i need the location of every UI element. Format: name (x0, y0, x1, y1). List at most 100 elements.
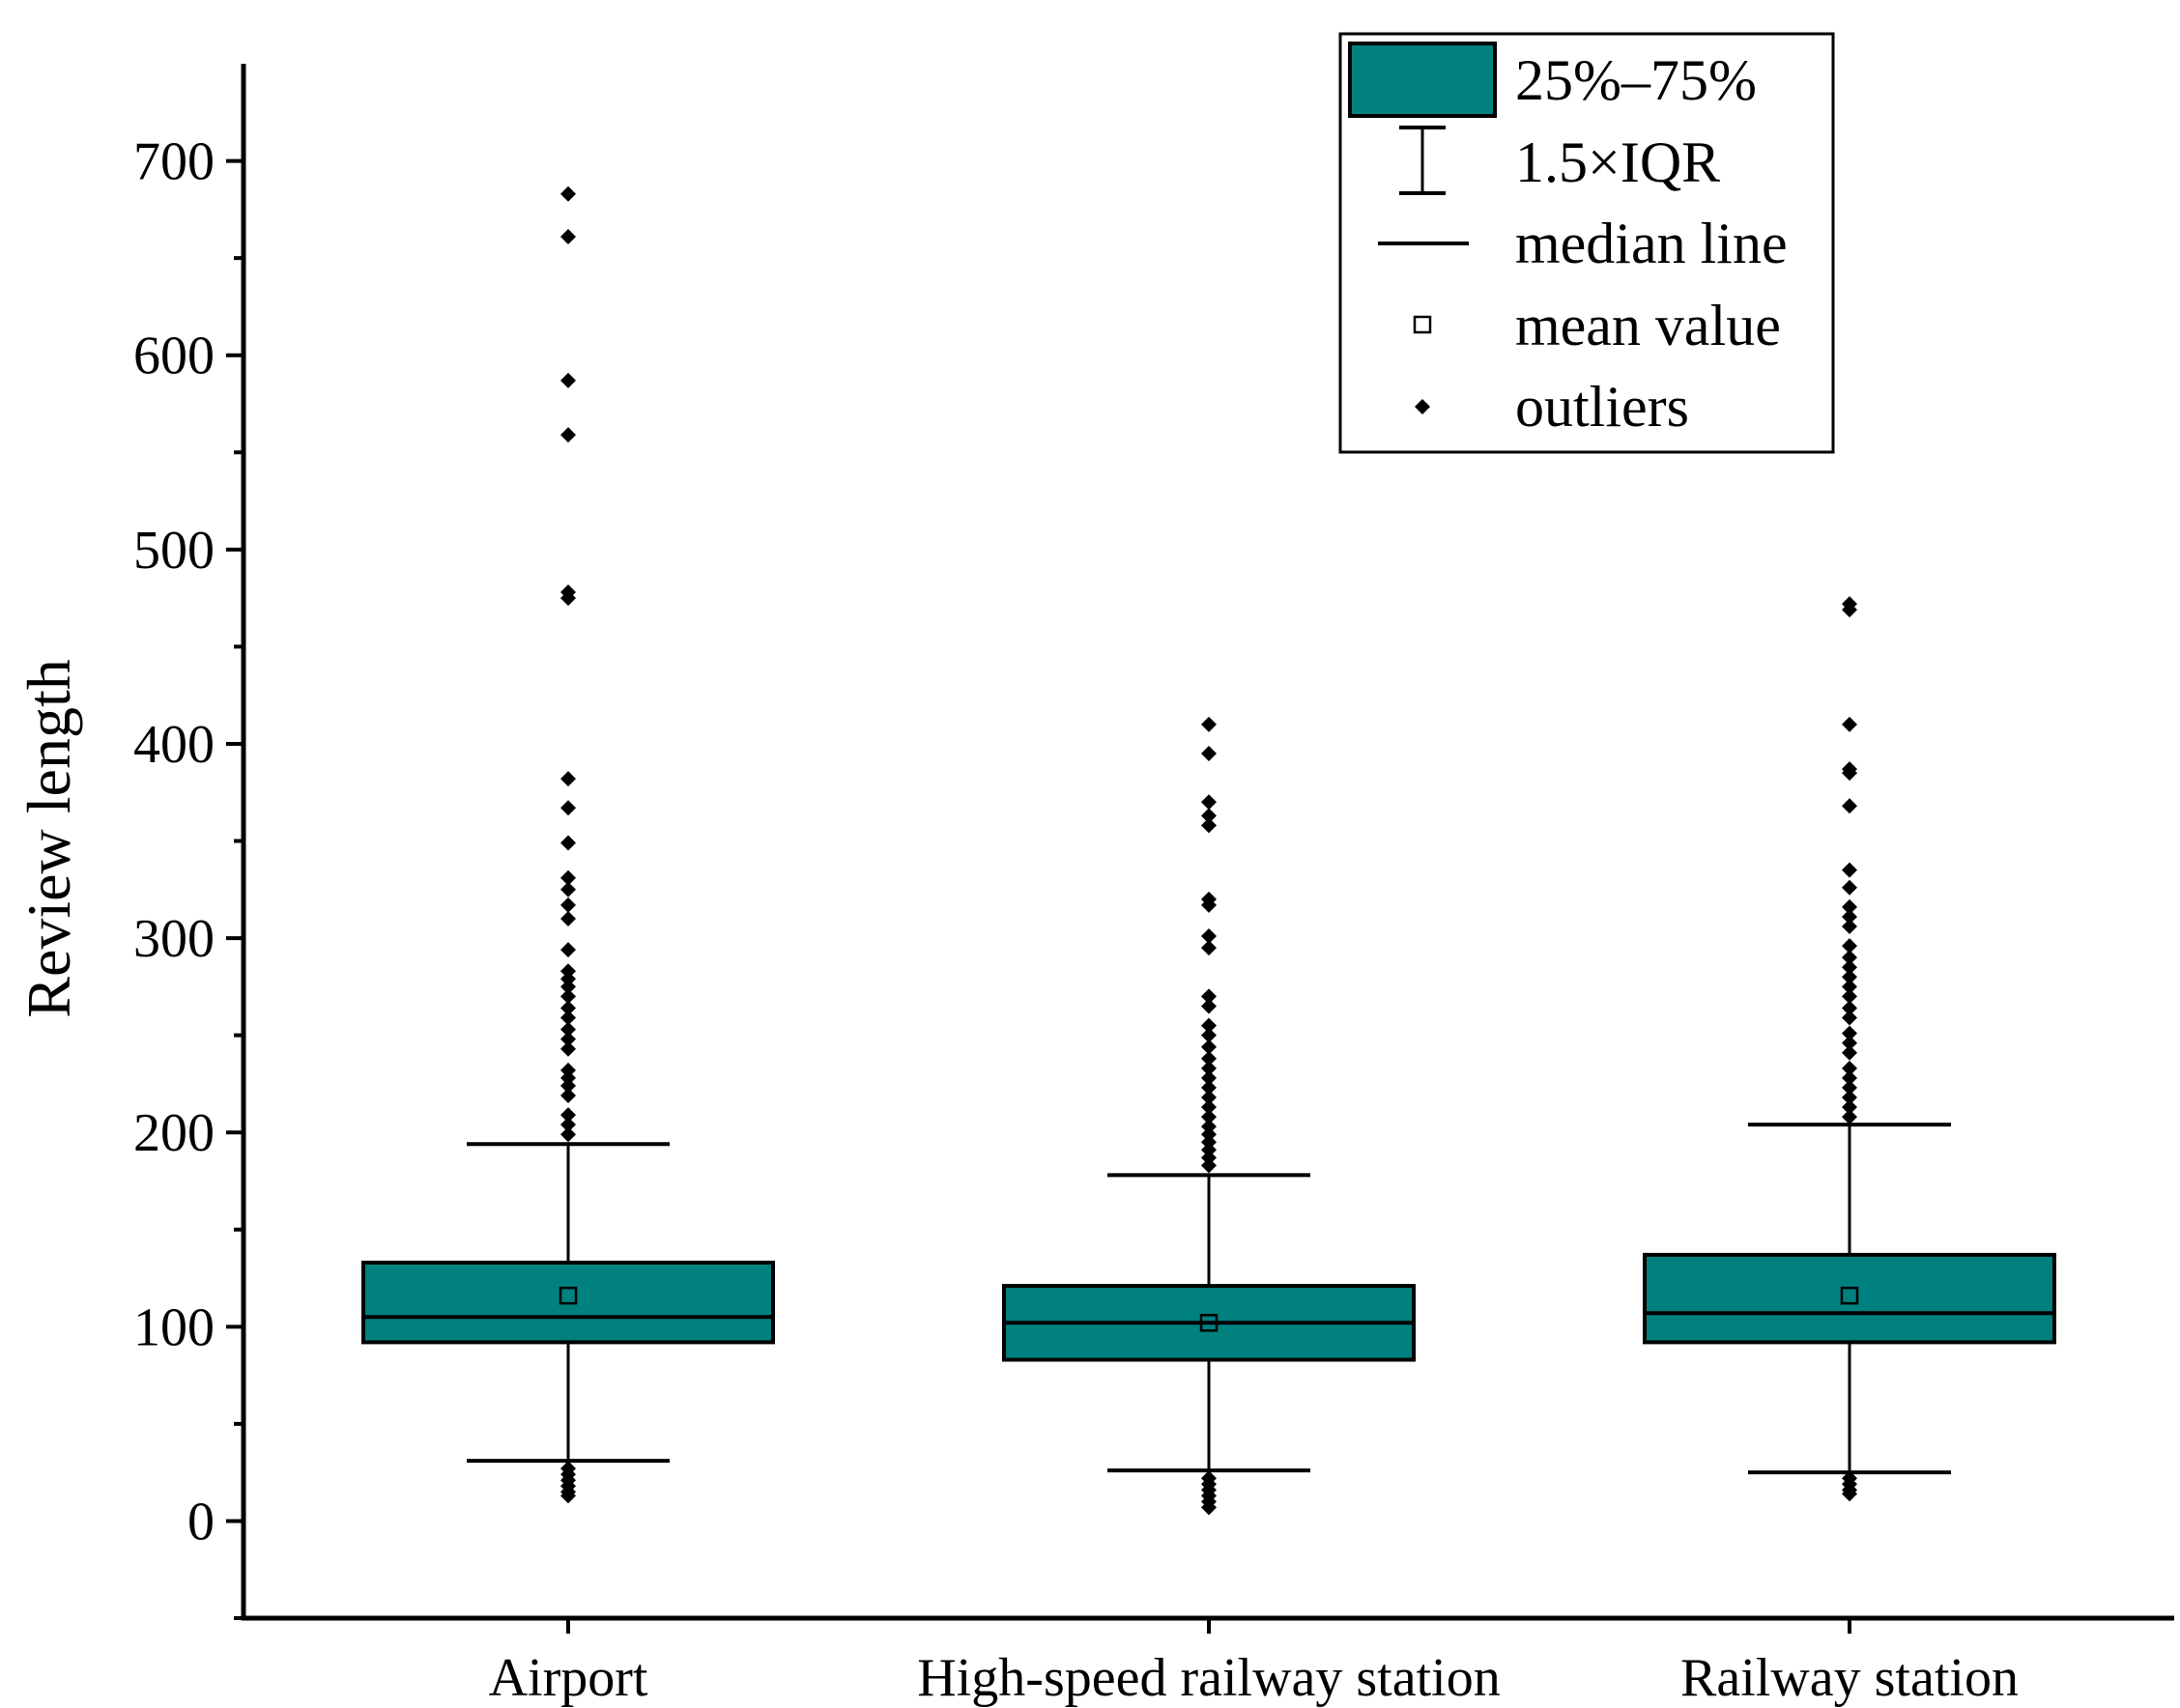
outlier-point (1842, 1109, 1857, 1125)
legend: 25%–75% 1.5×IQR median line mean value outli… (1338, 32, 1835, 454)
legend-label: 1.5×IQR (1515, 130, 1720, 194)
legend-item-whisker: 1.5×IQR (1399, 126, 1720, 195)
outlier-point (1842, 1010, 1857, 1026)
outlier-point (1842, 1089, 1857, 1105)
outlier-point (1201, 1089, 1217, 1105)
outlier-point (1201, 897, 1217, 913)
outlier-point (560, 800, 576, 816)
outlier-point (560, 1107, 576, 1124)
outlier-point (1842, 1099, 1857, 1116)
outlier-point (1842, 602, 1857, 618)
outlier-point (1842, 1069, 1857, 1086)
outlier-point (1201, 1060, 1217, 1076)
y-tick-label: 300 (133, 909, 215, 969)
y-tick-label: 0 (187, 1492, 215, 1551)
outlier-point (1201, 808, 1217, 824)
outlier-point (560, 229, 576, 245)
outlier-point (560, 427, 576, 443)
outlier-point (1201, 1069, 1217, 1086)
outlier-point (1201, 1119, 1217, 1135)
outlier-point (1201, 1157, 1217, 1174)
outlier-point (1842, 1079, 1857, 1096)
outlier-point (560, 988, 576, 1005)
outlier-point (560, 1031, 576, 1047)
y-axis-title: Review length (14, 659, 83, 1017)
outlier-point (560, 1021, 576, 1038)
outlier-point (1842, 918, 1857, 934)
outlier-point (1201, 1017, 1217, 1034)
legend-item-outlier: outliers (1415, 375, 1689, 439)
outlier-point (1842, 979, 1857, 995)
outlier-point (1201, 1050, 1217, 1067)
outlier-point (1201, 1099, 1217, 1116)
outlier-point (1201, 817, 1217, 834)
legend-item-box: 25%–75% (1348, 42, 1757, 118)
outlier-point (1201, 1499, 1217, 1516)
outlier-point (1842, 716, 1857, 732)
outlier-point (1201, 1150, 1217, 1166)
x-axis: Airport High-speed railway station Railway… (242, 1615, 2174, 1708)
outlier-point (1201, 794, 1217, 811)
y-tick-label: 200 (133, 1103, 215, 1163)
outlier-point (1842, 798, 1857, 814)
outlier-point (1842, 1035, 1857, 1051)
outlier-point (560, 1010, 576, 1026)
outlier-point (560, 1126, 576, 1143)
y-tick-label: 400 (133, 715, 215, 775)
outlier-point (1842, 959, 1857, 976)
outlier-point (560, 979, 576, 995)
outlier-point (560, 1062, 576, 1078)
legend-item-median: median line (1378, 212, 1788, 275)
y-tick-label: 700 (133, 132, 215, 192)
outlier-point (1201, 928, 1217, 945)
mean-marker (1199, 1314, 1219, 1332)
outlier-point (560, 1040, 576, 1057)
outlier-point (1842, 969, 1857, 985)
legend-item-mean: mean value (1413, 294, 1781, 357)
box-1 (361, 185, 775, 1504)
outlier-point (560, 771, 576, 787)
x-tick-label: Airport (489, 1648, 648, 1708)
outlier-point (560, 1117, 576, 1133)
outlier-point (560, 835, 576, 851)
outlier-point (560, 910, 576, 926)
outlier-point (1842, 988, 1857, 1005)
outlier-point (1842, 898, 1857, 915)
outlier-point (1201, 1126, 1217, 1143)
x-tick-label: Railway station (1680, 1648, 2019, 1708)
outlier-point (1842, 862, 1857, 878)
outlier-point (560, 971, 576, 987)
legend-outlier-marker (1415, 399, 1430, 414)
box-series (361, 185, 2056, 1516)
y-tick-label: 600 (133, 327, 215, 386)
y-tick-label: 100 (133, 1297, 215, 1357)
outlier-point (1201, 1027, 1217, 1043)
outlier-point (560, 372, 576, 388)
outlier-point (560, 1077, 576, 1094)
outlier-point (1201, 1109, 1217, 1125)
outlier-point (1201, 1142, 1217, 1158)
outlier-point (560, 185, 576, 202)
legend-label: median line (1515, 212, 1788, 275)
mean-marker (559, 1286, 578, 1305)
outlier-point (560, 897, 576, 913)
outlier-point (1201, 1134, 1217, 1151)
y-axis: 0 100 200 300 400 500 600 700 (133, 64, 246, 1620)
outlier-point (1842, 1486, 1857, 1502)
outlier-point (1842, 879, 1857, 896)
box-3 (1643, 596, 2056, 1502)
outlier-point (560, 1069, 576, 1086)
outlier-point (1842, 950, 1857, 966)
legend-label: mean value (1515, 294, 1781, 357)
outlier-point (560, 590, 576, 607)
outlier-point (560, 963, 576, 980)
outlier-point (1201, 988, 1217, 1005)
outlier-point (1842, 1060, 1857, 1076)
legend-label: 25%–75% (1515, 48, 1757, 112)
outlier-point (1201, 998, 1217, 1014)
outlier-point (1842, 1025, 1857, 1041)
outlier-point (1201, 716, 1217, 732)
mean-marker (1840, 1286, 1859, 1305)
legend-label: outliers (1515, 375, 1689, 439)
